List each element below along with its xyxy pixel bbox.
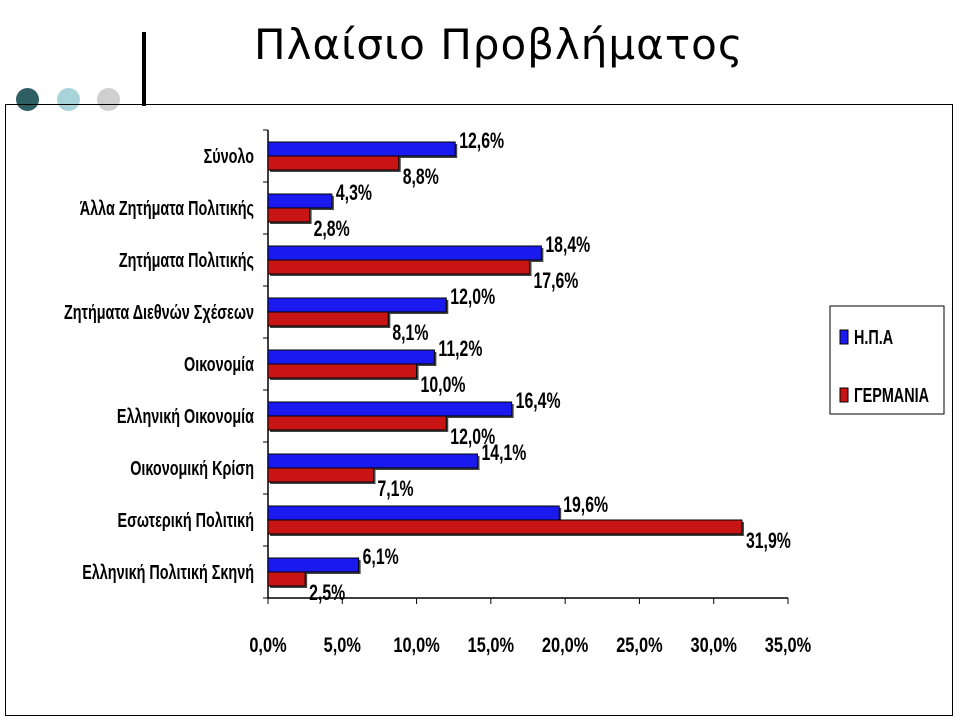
category-label: Εσωτερική Πολιτική — [117, 509, 254, 532]
bar-usa — [267, 453, 478, 469]
category-label: Ζητήματα Πολιτικής — [119, 249, 254, 272]
category-label: Άλλα Ζητήματα Πολιτικής — [80, 197, 254, 220]
data-label: 16,4% — [516, 390, 561, 414]
data-label: 17,6% — [533, 270, 578, 294]
decor-dot-grey — [97, 88, 120, 111]
bar-usa — [267, 505, 560, 521]
x-tick-label: 10,0% — [393, 633, 440, 656]
data-label: 10,0% — [421, 374, 466, 398]
chart-legend: Η.Π.Α ΓΕΡΜΑΝΙΑ — [829, 305, 945, 415]
bar-germany — [267, 207, 311, 223]
bar-germany — [267, 415, 447, 431]
bar-germany — [267, 363, 418, 379]
chart-category-labels: Σύνολο Άλλα Ζητήματα Πολιτικής Ζητήματα Πο… — [64, 145, 254, 584]
x-tick-label: 15,0% — [468, 633, 515, 656]
bar-germany — [267, 519, 743, 535]
data-label: 8,1% — [392, 322, 428, 346]
bar-usa — [267, 401, 513, 417]
bar-germany — [267, 467, 374, 483]
title-divider — [142, 32, 146, 106]
bar-usa — [267, 297, 447, 313]
legend-swatch-usa — [839, 329, 849, 345]
category-label: Ελληνική Πολιτική Σκηνή — [82, 561, 254, 584]
data-label: 2,8% — [314, 218, 350, 242]
data-label: 8,8% — [403, 166, 439, 190]
bar-usa — [267, 557, 360, 573]
chart-frame — [5, 104, 953, 716]
bar-usa — [267, 141, 456, 157]
data-label: 11,2% — [438, 338, 482, 362]
decor-dot-dark — [16, 88, 39, 111]
data-label: 12,0% — [450, 426, 495, 450]
data-label: 4,3% — [336, 182, 372, 206]
data-label: 2,5% — [309, 582, 345, 606]
x-tick-label: 25,0% — [616, 633, 663, 656]
x-tick-label: 0,0% — [249, 633, 287, 656]
legend-swatch-germany — [839, 387, 849, 403]
data-label: 18,4% — [545, 234, 590, 258]
data-label: 12,0% — [450, 286, 495, 310]
chart-data-labels: 12,6% 8,8% 4,3% 2,8% 18,4% 17,6% 12,0% 8,1% 11,2… — [309, 130, 791, 606]
chart-x-tick-labels: 0,0% 5,0% 10,0% 15,0% 20,0% 25,0% 30,0% 35,0% — [249, 633, 811, 656]
page-title: Πλαίσιο Προβλήματος — [254, 20, 744, 69]
bar-usa — [267, 245, 542, 261]
data-label: 6,1% — [363, 546, 399, 570]
bar-usa — [267, 193, 333, 209]
chart-bars — [267, 141, 744, 588]
bar-germany — [267, 155, 400, 171]
data-label: 14,1% — [481, 442, 526, 466]
decor-dot-light — [57, 88, 80, 111]
bar-usa — [267, 349, 435, 365]
x-tick-label: 35,0% — [765, 633, 812, 656]
data-label: 19,6% — [563, 494, 608, 518]
category-label: Σύνολο — [204, 145, 254, 168]
x-tick-label: 20,0% — [542, 633, 589, 656]
data-label: 7,1% — [377, 478, 413, 502]
x-tick-label: 30,0% — [690, 633, 737, 656]
x-tick-label: 5,0% — [324, 633, 362, 656]
legend-label-germany: ΓΕΡΜΑΝΙΑ — [854, 384, 929, 407]
legend-label-usa: Η.Π.Α — [854, 326, 894, 349]
legend-box — [829, 305, 945, 415]
category-label: Οικονομική Κρίση — [130, 457, 254, 480]
category-label: Ελληνική Οικονομία — [117, 405, 254, 428]
bar-germany — [267, 571, 306, 587]
bar-germany — [267, 259, 530, 275]
category-label: Οικονομία — [184, 353, 254, 376]
category-label: Ζητήματα Διεθνών Σχέσεων — [64, 301, 254, 324]
data-label: 31,9% — [746, 530, 791, 554]
bar-germany — [267, 311, 389, 327]
data-label: 12,6% — [459, 130, 504, 154]
